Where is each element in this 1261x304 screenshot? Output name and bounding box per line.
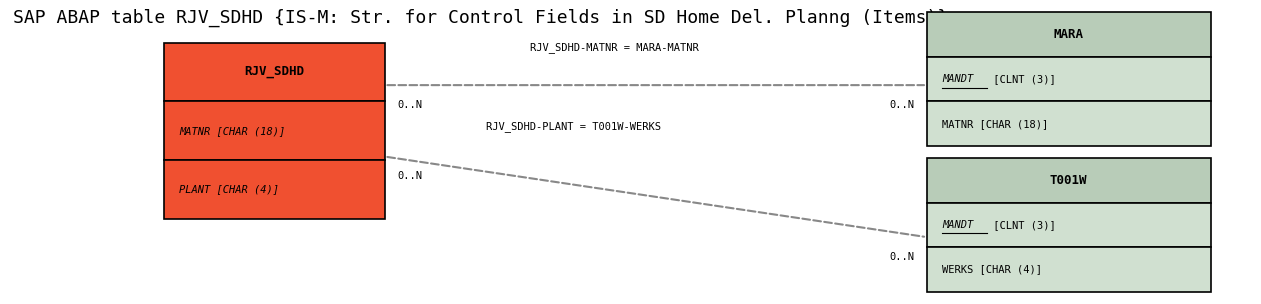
Bar <box>927 101 1211 146</box>
Text: MANDT: MANDT <box>942 220 973 230</box>
Bar <box>927 12 1211 57</box>
Text: [CLNT (3)]: [CLNT (3)] <box>987 220 1057 230</box>
Text: MATNR [CHAR (18)]: MATNR [CHAR (18)] <box>179 126 285 136</box>
Text: [CLNT (3)]: [CLNT (3)] <box>987 74 1057 84</box>
Bar <box>164 160 385 219</box>
Text: WERKS [CHAR (4)]: WERKS [CHAR (4)] <box>942 264 1042 275</box>
Text: RJV_SDHD-MATNR = MARA-MATNR: RJV_SDHD-MATNR = MARA-MATNR <box>530 42 699 53</box>
Text: 0..N: 0..N <box>889 100 914 110</box>
Text: SAP ABAP table RJV_SDHD {IS-M: Str. for Control Fields in SD Home Del. Planng (I: SAP ABAP table RJV_SDHD {IS-M: Str. for … <box>13 9 948 27</box>
Bar <box>927 158 1211 203</box>
Text: RJV_SDHD: RJV_SDHD <box>245 65 304 78</box>
Bar <box>164 101 385 160</box>
Bar <box>927 203 1211 247</box>
Bar <box>927 247 1211 292</box>
Text: PLANT [CHAR (4)]: PLANT [CHAR (4)] <box>179 185 279 195</box>
Text: T001W: T001W <box>1050 174 1087 187</box>
Text: 0..N: 0..N <box>889 252 914 262</box>
Bar <box>164 43 385 101</box>
Text: RJV_SDHD-PLANT = T001W-WERKS: RJV_SDHD-PLANT = T001W-WERKS <box>487 121 661 132</box>
Text: 0..N: 0..N <box>397 100 422 110</box>
Text: 0..N: 0..N <box>397 171 422 181</box>
Text: MANDT: MANDT <box>942 74 973 84</box>
Bar <box>927 57 1211 101</box>
Text: MATNR [CHAR (18)]: MATNR [CHAR (18)] <box>942 119 1048 129</box>
Text: MARA: MARA <box>1054 28 1083 41</box>
